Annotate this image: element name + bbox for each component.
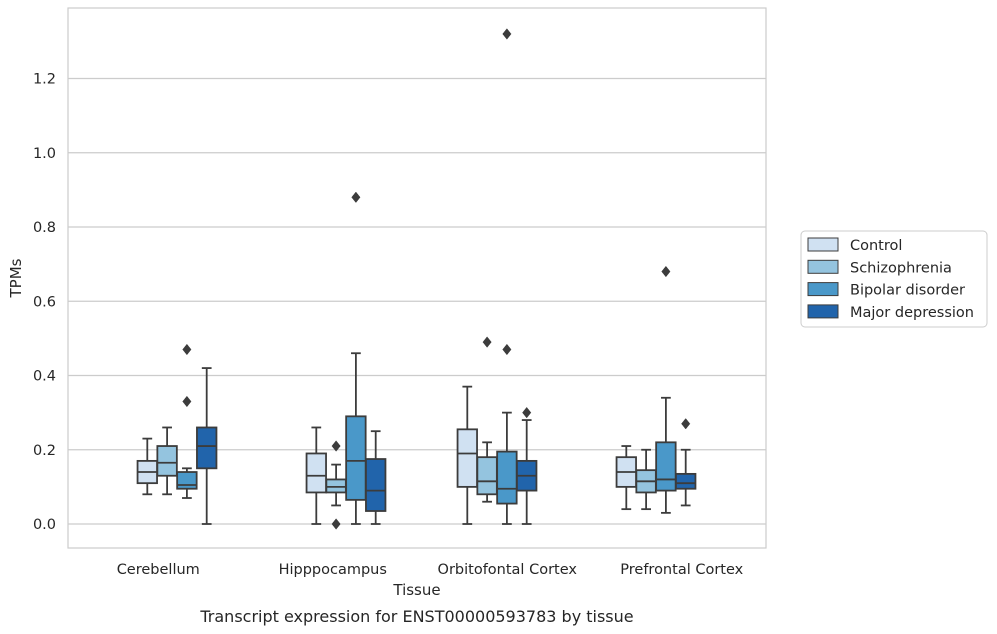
legend-swatch	[807, 237, 839, 252]
box-body	[675, 472, 697, 490]
y-tick-label: 1.0	[33, 146, 56, 162]
legend-label: Major depression	[850, 305, 974, 321]
grid-lines	[68, 77, 766, 525]
y-tick-label: 1.2	[33, 72, 56, 88]
outlier-point	[502, 28, 512, 40]
legend: Control Schizophrenia Bipolar disorder Majo…	[800, 230, 988, 328]
outlier-point	[182, 395, 192, 408]
y-tick-label: 0.4	[33, 369, 56, 385]
legend-label: Schizophrenia	[850, 260, 952, 276]
legend-swatch	[807, 282, 839, 297]
x-tick-label: Prefrontal Cortex	[620, 562, 743, 578]
box-body	[325, 478, 347, 494]
box-1-2	[345, 191, 367, 525]
x-tick-label: Cerebellum	[117, 562, 200, 578]
legend-label: Bipolar disorder	[850, 283, 965, 299]
box-3-0	[615, 445, 637, 511]
legend-label: Control	[850, 238, 902, 254]
box-0-3	[196, 367, 218, 525]
box-2-0	[456, 385, 478, 525]
box-body	[476, 456, 498, 496]
box-0-0	[136, 437, 158, 496]
box-1-0	[305, 426, 327, 525]
box-body	[456, 428, 478, 488]
x-tick-labels: Cerebellum Hipppocampus Orbitofontal Corte…	[117, 562, 744, 578]
outlier-point	[182, 343, 192, 356]
outlier-point	[681, 418, 691, 430]
box-3-3	[675, 418, 697, 507]
y-tick-labels: 0.0 0.2 0.4 0.6 0.8 1.0 1.2	[33, 72, 56, 534]
outlier-point	[351, 191, 361, 203]
outlier-point	[661, 265, 671, 278]
outlier-point	[482, 336, 492, 348]
box-body	[365, 458, 387, 512]
box-body	[196, 426, 218, 470]
y-axis-label: TPMs	[7, 258, 25, 298]
box-body	[305, 452, 327, 494]
legend-swatch	[807, 304, 839, 319]
box-1-3	[365, 430, 387, 525]
box-3-2	[655, 265, 677, 514]
outlier-point	[522, 406, 532, 419]
legend-swatch	[807, 259, 839, 274]
x-axis-label: Tissue	[392, 581, 440, 599]
box-0-1	[156, 426, 178, 496]
box-body	[345, 415, 367, 501]
outlier-point	[331, 440, 341, 452]
legend-frame	[800, 230, 988, 328]
box-body	[156, 445, 178, 477]
y-tick-label: 0.0	[33, 517, 56, 533]
box-body	[496, 450, 518, 505]
plot-frame	[67, 7, 767, 549]
chart-caption: Transcript expression for ENST0000059378…	[199, 607, 633, 626]
box-2-2	[496, 28, 518, 525]
box-plots	[136, 28, 697, 530]
y-tick-label: 0.2	[33, 443, 56, 459]
box-2-1	[476, 336, 498, 503]
outlier-point	[502, 343, 512, 356]
x-tick-label: Orbitofontal Cortex	[438, 562, 578, 578]
y-tick-label: 0.6	[33, 294, 56, 310]
box-0-2	[176, 343, 198, 499]
box-3-1	[635, 448, 657, 511]
box-body	[176, 471, 198, 490]
outlier-point	[331, 518, 341, 530]
box-body	[655, 441, 677, 492]
x-tick-label: Hipppocampus	[279, 562, 387, 578]
y-tick-label: 0.8	[33, 220, 56, 236]
box-2-3	[516, 406, 538, 525]
box-1-1	[325, 440, 347, 530]
